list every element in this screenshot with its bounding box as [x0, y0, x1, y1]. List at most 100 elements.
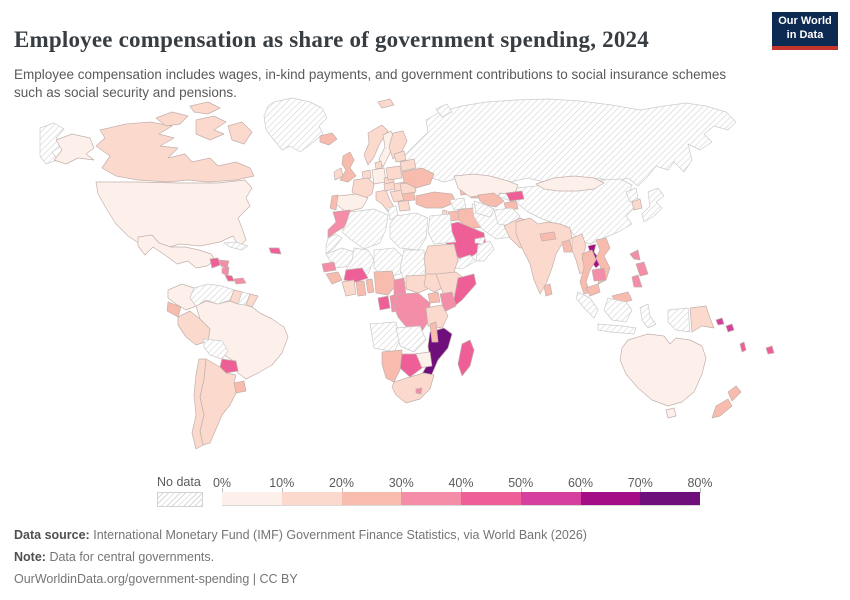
country-nigeria[interactable]	[373, 270, 397, 296]
country-lesotho[interactable]	[415, 387, 423, 395]
country-guatemala[interactable]	[209, 257, 221, 269]
country-canada-baffin[interactable]	[227, 121, 253, 145]
country-sri-lanka[interactable]	[543, 283, 553, 297]
country-malaysia-peninsula[interactable]	[585, 283, 601, 297]
country-cambodia[interactable]	[591, 267, 607, 282]
legend-no-data-swatch[interactable]	[157, 492, 203, 507]
country-syria[interactable]	[449, 197, 467, 211]
country-north-korea[interactable]	[625, 187, 639, 203]
country-cote-divoire[interactable]	[341, 279, 357, 297]
country-belarus[interactable]	[399, 158, 417, 172]
country-somalia[interactable]	[451, 273, 477, 309]
country-portugal[interactable]	[329, 194, 339, 211]
country-oman[interactable]	[475, 240, 495, 262]
country-gabon[interactable]	[377, 295, 391, 311]
country-vanuatu[interactable]	[739, 341, 747, 353]
country-philippines-1[interactable]	[629, 249, 641, 261]
country-canada-arctic-2[interactable]	[189, 101, 221, 115]
country-austria[interactable]	[383, 181, 396, 192]
country-cuba[interactable]	[223, 241, 249, 251]
legend-bin-30-40%[interactable]	[401, 492, 461, 505]
country-germany[interactable]	[371, 167, 387, 185]
country-canada-arctic-1[interactable]	[155, 111, 189, 127]
country-australia-tasmania[interactable]	[665, 407, 677, 419]
legend-bin-10-20%[interactable]	[281, 492, 342, 505]
country-united-states[interactable]	[95, 179, 253, 249]
country-uzbekistan[interactable]	[477, 192, 505, 208]
country-uganda[interactable]	[427, 291, 441, 304]
country-philippines-2[interactable]	[635, 261, 649, 277]
country-indonesia-sumatra[interactable]	[575, 291, 599, 319]
country-greece[interactable]	[397, 199, 411, 212]
country-indonesia-papua[interactable]	[667, 307, 691, 333]
country-norway[interactable]	[363, 124, 389, 166]
country-niger[interactable]	[373, 247, 405, 279]
country-south-korea[interactable]	[631, 198, 643, 211]
country-mongolia[interactable]	[535, 175, 605, 192]
owid-logo[interactable]: Our World in Data	[772, 12, 838, 50]
country-turkmenistan[interactable]	[473, 200, 495, 218]
country-dominican-republic[interactable]	[268, 247, 282, 255]
country-philippines-3[interactable]	[631, 274, 643, 288]
country-spain[interactable]	[335, 193, 369, 213]
country-russia[interactable]	[403, 98, 737, 187]
country-russia-novaya-zemlya[interactable]	[435, 103, 453, 118]
country-nepal[interactable]	[539, 231, 557, 242]
country-australia[interactable]	[619, 333, 707, 407]
country-south-africa[interactable]	[391, 372, 435, 404]
country-costa-rica[interactable]	[224, 274, 235, 282]
country-norway-svalbard[interactable]	[377, 98, 395, 109]
country-lithuania[interactable]	[393, 150, 407, 163]
country-iceland[interactable]	[319, 132, 338, 146]
country-united-kingdom[interactable]	[339, 151, 357, 183]
country-malawi[interactable]	[429, 321, 439, 343]
country-netherlands[interactable]	[361, 169, 372, 180]
country-russia-chukotka[interactable]	[39, 122, 65, 165]
country-madagascar[interactable]	[457, 339, 475, 377]
country-japan[interactable]	[641, 187, 665, 223]
country-canada[interactable]	[95, 121, 255, 183]
citation-link[interactable]: OurWorldinData.org/government-spending |…	[14, 572, 298, 587]
country-venezuela[interactable]	[189, 283, 235, 307]
country-new-zealand-north[interactable]	[727, 385, 742, 402]
country-india[interactable]	[515, 217, 573, 295]
country-united-states-alaska[interactable]	[53, 133, 95, 165]
country-panama[interactable]	[233, 277, 247, 285]
country-zambia[interactable]	[395, 325, 427, 353]
country-senegal[interactable]	[321, 261, 337, 273]
country-french-guiana[interactable]	[245, 293, 259, 308]
country-new-zealand-south[interactable]	[711, 398, 733, 419]
legend-bin-40-50%[interactable]	[461, 492, 521, 505]
country-poland[interactable]	[385, 165, 403, 181]
country-tanzania[interactable]	[425, 304, 449, 329]
country-ghana[interactable]	[355, 280, 367, 297]
country-turkey[interactable]	[415, 191, 457, 209]
country-algeria[interactable]	[341, 208, 389, 250]
country-western-sahara[interactable]	[325, 233, 343, 255]
legend-bin-0-10%[interactable]	[222, 492, 282, 505]
country-fiji[interactable]	[765, 345, 775, 355]
country-canada-arctic-3[interactable]	[195, 115, 227, 141]
country-dr-congo[interactable]	[393, 292, 431, 332]
country-angola[interactable]	[369, 321, 401, 353]
country-papua-new-guinea[interactable]	[689, 305, 715, 333]
country-solomon-islands-1[interactable]	[715, 317, 725, 326]
country-chile[interactable]	[191, 358, 207, 450]
country-indonesia-sulawesi[interactable]	[639, 303, 657, 329]
country-libya[interactable]	[389, 212, 429, 251]
country-bangladesh[interactable]	[561, 239, 573, 253]
legend-bin-50-60%[interactable]	[520, 492, 581, 505]
country-greenland[interactable]	[263, 97, 328, 153]
country-nicaragua[interactable]	[221, 266, 230, 277]
country-egypt[interactable]	[427, 213, 457, 245]
country-paraguay[interactable]	[219, 358, 239, 374]
country-solomon-islands-2[interactable]	[725, 323, 735, 333]
legend-bin-20-30%[interactable]	[341, 492, 402, 505]
country-togo[interactable]	[365, 278, 375, 294]
country-tajikistan[interactable]	[503, 200, 519, 211]
country-namibia[interactable]	[381, 349, 403, 383]
country-indonesia-java[interactable]	[597, 323, 637, 335]
country-united-arab-emirates[interactable]	[474, 236, 486, 245]
country-ukraine[interactable]	[401, 167, 435, 189]
country-guinea[interactable]	[325, 271, 343, 285]
